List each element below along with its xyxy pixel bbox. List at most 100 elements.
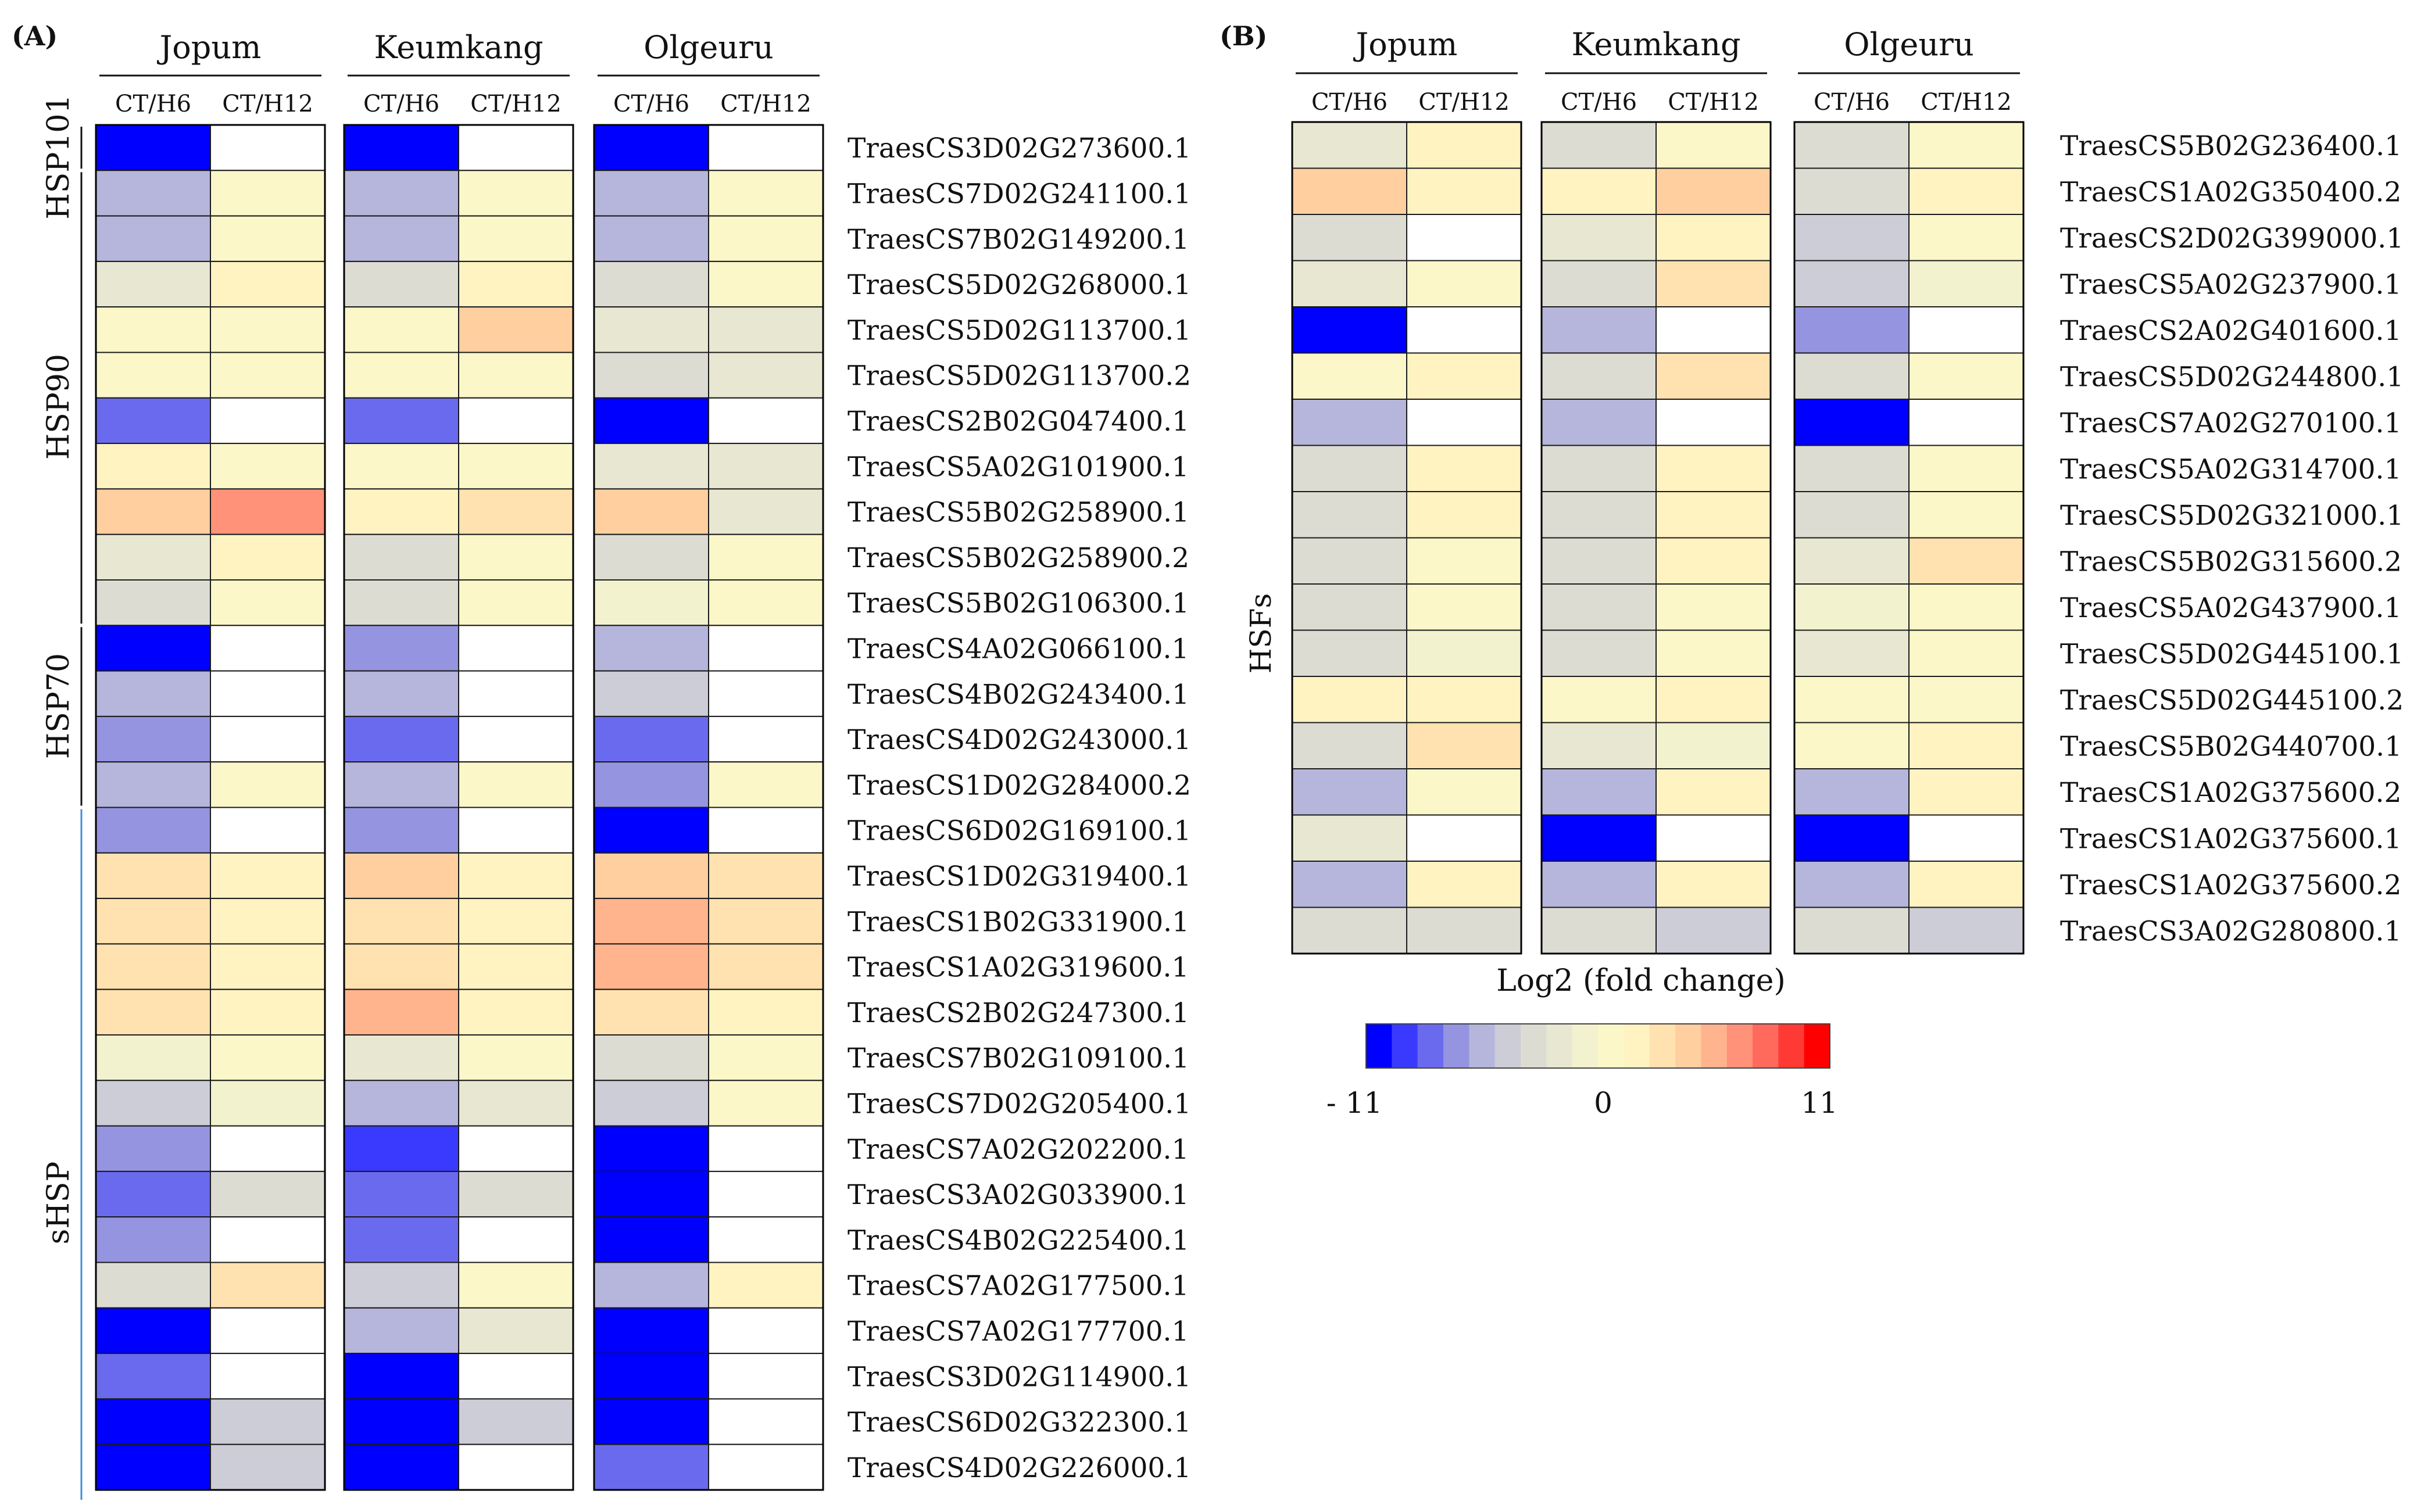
heatmap-cell [1292,722,1407,769]
heatmap-cell [458,443,574,490]
heatmap-cell [1794,907,1910,954]
heatmap-cell [344,761,459,808]
condition-label: CT/H6 [1561,89,1637,116]
heatmap-cell [344,1398,459,1445]
color-scale-border [1365,1023,1830,1069]
heatmap-cell [1655,629,1771,677]
heatmap-cell [1541,907,1657,954]
heatmap-cell [1406,399,1522,446]
heatmap-cell [1794,214,1910,261]
heatmap-cell [458,579,574,626]
gene-label: TraesCS5D02G244800.1 [2060,361,2404,393]
heatmap-cell [210,1080,326,1127]
heatmap-cell [95,1307,211,1355]
gene-label: TraesCS1A02G375600.2 [2060,777,2401,809]
gene-label: TraesCS1A02G350400.2 [2060,176,2401,208]
heatmap-cell [210,852,326,900]
heatmap-cell [1908,722,2024,769]
heatmap-cell [593,807,709,854]
heatmap-cell [344,533,459,581]
heatmap-cell [1406,167,1522,215]
heatmap-cell [1292,260,1407,307]
heatmap-cell [95,715,211,763]
heatmap-cell [1908,537,2024,585]
heatmap-cell [458,260,574,308]
heatmap-cell [1292,907,1407,954]
color-scale-min-label: - 11 [1326,1086,1382,1120]
heatmap-block-border [343,124,574,1491]
heatmap-cell [95,352,211,399]
gene-label: TraesCS1D02G284000.2 [848,769,1191,801]
heatmap-cell [1406,491,1522,539]
heatmap-cell [1406,814,1522,862]
heatmap-cell [1655,676,1771,723]
gene-label: TraesCS1B02G331900.1 [848,906,1189,938]
gene-label: TraesCS5D02G113700.1 [848,314,1191,346]
heatmap-cell [95,625,211,672]
heatmap-cell [210,1307,326,1355]
heatmap-cell [1908,861,2024,908]
heatmap-cell [1292,861,1407,908]
gene-label: TraesCS3D02G273600.1 [848,132,1191,164]
color-scale-swatch [1598,1024,1624,1068]
heatmap-cell [708,761,824,808]
heatmap-cell [1292,629,1407,677]
panel-b: (B) HSFs Jopum CT/H6 CT/H12 Keumkang CT/H6 CT… [1220,20,2404,955]
gene-label: TraesCS6D02G322300.1 [848,1407,1191,1439]
heatmap-cell [1406,537,1522,585]
heatmap-cell [344,170,459,217]
cultivar-label-jopum: Jopum [157,29,262,66]
gene-label: TraesCS4D02G226000.1 [848,1452,1191,1484]
heatmap-block-border [95,124,326,1491]
heatmap-cell [593,1443,709,1490]
heatmap-cell [1794,537,1910,585]
gene-label: TraesCS5D02G268000.1 [848,269,1191,301]
heatmap-cell [1541,445,1657,492]
gene-label: TraesCS4A02G066100.1 [848,633,1189,665]
cultivar-label-jopum: Jopum [1353,26,1458,63]
heatmap-cell [708,1170,824,1218]
heatmap-cell [1292,768,1407,816]
heatmap-cell [593,170,709,217]
heatmap-cell [1541,399,1657,446]
group-label-hsp70: HSP70 [41,653,76,759]
heatmap-cell [593,1080,709,1127]
heatmap-cell [1655,121,1771,169]
heatmap-cell [1541,260,1657,307]
heatmap-cell [1655,399,1771,446]
color-scale-swatch [1624,1024,1650,1068]
heatmap-cell [1908,306,2024,354]
heatmap-cell [458,761,574,808]
heatmap-cell [1541,676,1657,723]
heatmap-cell [95,943,211,990]
heatmap-cell [1908,260,2024,307]
gene-label: TraesCS4B02G225400.1 [848,1224,1189,1256]
heatmap-cell [95,1398,211,1445]
gene-label: TraesCS5A02G101900.1 [848,451,1189,483]
heatmap-cell [1655,583,1771,631]
gene-label: TraesCS2A02G401600.1 [2060,315,2401,347]
heatmap-cell [1292,214,1407,261]
heatmap-cell [708,1443,824,1490]
heatmap-cell [708,1216,824,1263]
heatmap-cell [1794,768,1910,816]
color-scale-swatch [1675,1024,1701,1068]
heatmap-cell [593,852,709,900]
gene-label: TraesCS5B02G106300.1 [848,587,1189,619]
heatmap-cell [1541,121,1657,169]
heatmap-cell [95,124,211,171]
heatmap-cell [458,488,574,535]
heatmap-cell [344,124,459,171]
color-scale-swatch [1392,1024,1418,1068]
heatmap-cell [458,1080,574,1127]
heatmap-cell [344,943,459,990]
color-scale-swatch [1649,1024,1676,1068]
condition-label: CT/H6 [363,91,439,117]
heatmap-cell [593,215,709,262]
heatmap-cell [708,124,824,171]
panel-a: (A) Jopum CT/H6 CT/H12 Keumkang CT/H6 CT/H12 O… [12,20,1191,1500]
heatmap-cell [210,443,326,490]
heatmap-cell [344,397,459,445]
heatmap-cell [95,1170,211,1218]
heatmap-cell [95,1443,211,1490]
